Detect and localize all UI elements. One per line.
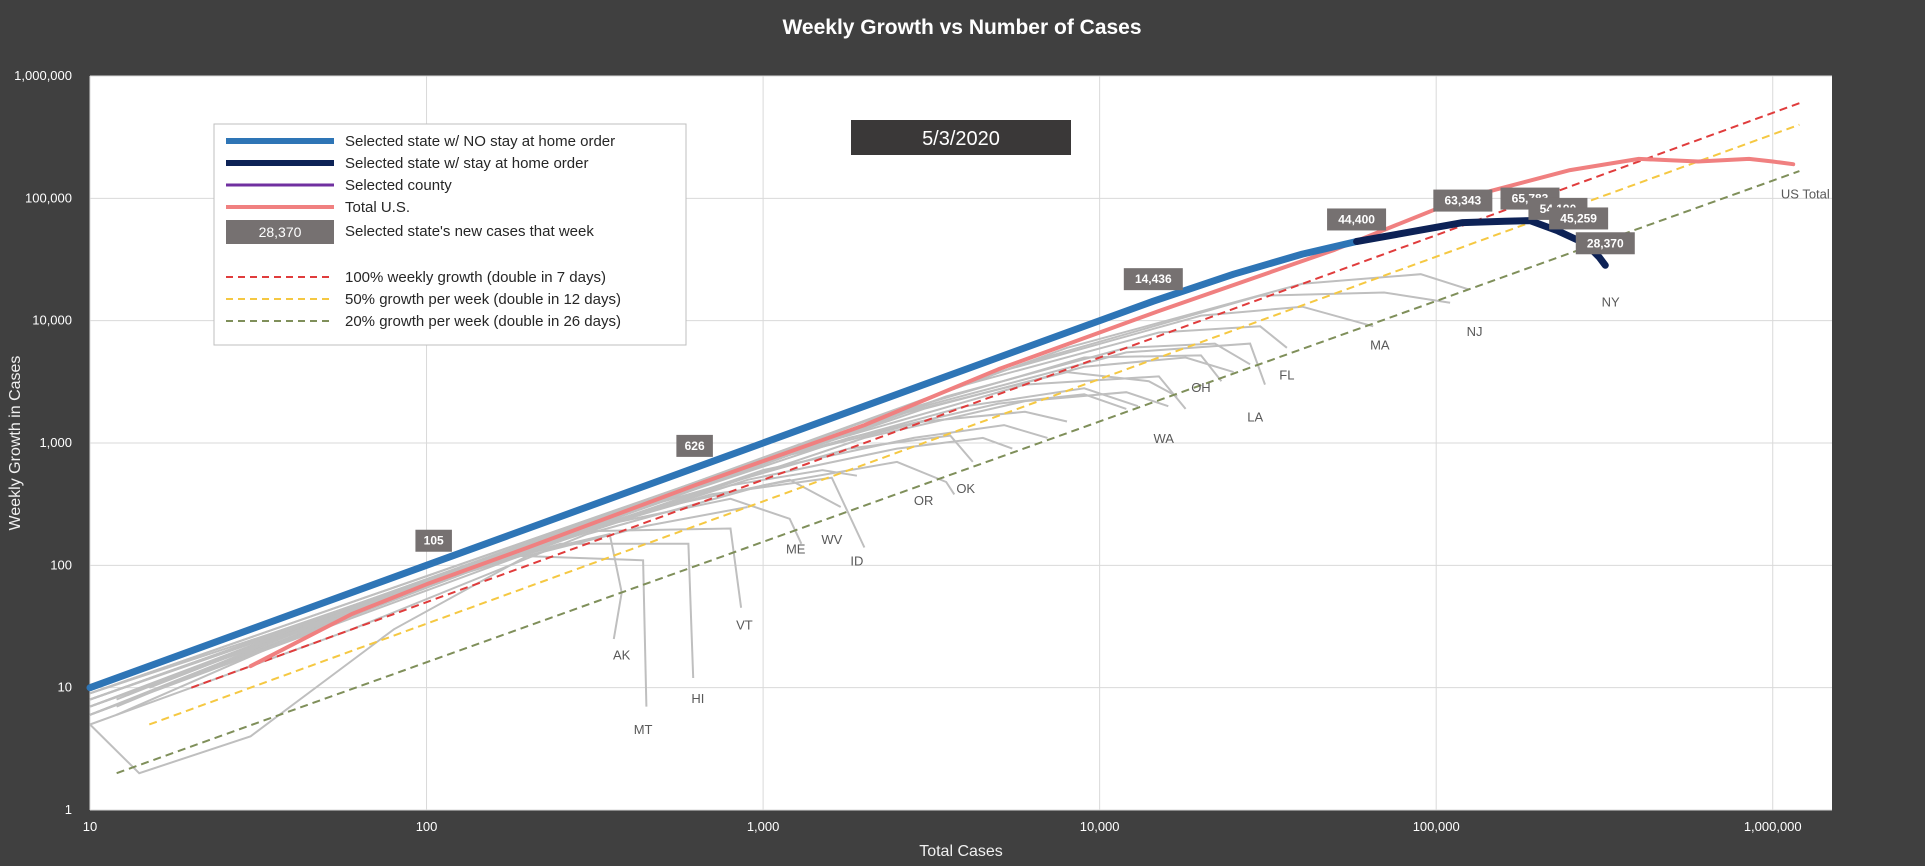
legend-label-ref-100: 100% weekly growth (double in 7 days): [345, 269, 606, 286]
legend-label-us-total: Total U.S.: [345, 199, 410, 216]
reference-line-ref_50: [148, 123, 1800, 726]
state-label: WV: [821, 532, 842, 547]
x-tick-label: 1,000: [747, 819, 780, 834]
legend-swatch-badge: [226, 220, 334, 244]
data-label-text: 44,400: [1338, 212, 1375, 226]
data-label: 14,436: [1123, 268, 1183, 291]
y-tick-label: 100: [50, 557, 72, 572]
data-label: 44,400: [1327, 208, 1387, 231]
x-tick-label: 100,000: [1413, 819, 1460, 834]
legend-badge-text: 28,370: [259, 224, 302, 240]
state-trajectory-line: [89, 436, 1013, 716]
y-tick-label: 1,000,000: [14, 68, 72, 83]
x-tick-label: 1,000,000: [1744, 819, 1802, 834]
state-label: LA: [1247, 409, 1263, 424]
data-label-text: 45,259: [1560, 211, 1597, 225]
x-tick-label: 10: [83, 819, 97, 834]
y-tick-label: 1: [65, 802, 72, 817]
state-label: ME: [786, 541, 806, 556]
legend-label-stay-home: Selected state w/ stay at home order: [345, 155, 588, 172]
state-trajectory-line: [89, 291, 1451, 701]
data-label-bg: [415, 529, 452, 552]
legend-label-county: Selected county: [345, 177, 452, 194]
data-label-bg: [1327, 208, 1387, 231]
data-label: 28,370: [1575, 232, 1635, 255]
data-label: 45,259: [1549, 207, 1609, 230]
date-label: 5/3/2020: [922, 128, 1000, 150]
legend-label-badge: Selected state's new cases that week: [345, 223, 594, 240]
x-axis-title: Total Cases: [919, 843, 1003, 860]
legend: Selected state w/ NO stay at home order …: [213, 123, 687, 346]
state-label: NY: [1602, 295, 1620, 310]
state-label: FL: [1279, 368, 1294, 383]
state-label: HI: [691, 691, 704, 706]
reference-line-ref_20: [116, 170, 1800, 775]
y-tick-label: 100,000: [25, 190, 72, 205]
data-label-text: 105: [424, 534, 444, 548]
data-label-bg: [1575, 232, 1635, 255]
data-label-bg: [1433, 189, 1493, 212]
legend-label-ref-50: 50% growth per week (double in 12 days): [345, 291, 621, 308]
state-labels: NY US Total NJ MA FL OH LA WA OK OR WV ME ID VT AK HI MT: [613, 186, 1830, 736]
data-label-text: 28,370: [1587, 236, 1624, 250]
state-label: MA: [1370, 338, 1390, 353]
data-label-bg: [1123, 268, 1183, 291]
state-label: OR: [914, 493, 934, 508]
date-box: 5/3/2020: [851, 120, 1071, 155]
state-label: AK: [613, 647, 631, 662]
series-line-us_total: [248, 156, 1796, 669]
y-axis-title: Weekly Growth in Cases: [7, 356, 24, 531]
state-label: OK: [956, 481, 975, 496]
y-tick-label: 10: [58, 680, 72, 695]
reference-lines: [116, 102, 1800, 775]
state-trajectory-line: [89, 273, 1470, 695]
series-line-no_order: [86, 238, 1361, 692]
data-label: 105: [415, 529, 452, 552]
data-label-bg: [1549, 207, 1609, 230]
data-label-text: 63,343: [1444, 194, 1481, 208]
state-trajectory-line: [89, 506, 748, 775]
state-label: WA: [1153, 431, 1174, 446]
data-labels: 10562614,43644,40063,34365,78354,19045,2…: [415, 187, 1635, 552]
state-label: US Total: [1781, 186, 1830, 201]
state-label: VT: [736, 617, 753, 632]
axis-ticks: 10 100 1,000 10,000 100,000 1,000,000 1 10 100 1,…: [14, 68, 1802, 834]
y-tick-label: 10,000: [32, 313, 72, 328]
data-label-bg: [676, 434, 713, 457]
data-label: 626: [676, 434, 713, 457]
chart-title: Weekly Growth vs Number of Cases: [782, 16, 1141, 39]
state-label: ID: [850, 553, 863, 568]
y-tick-label: 1,000: [39, 435, 72, 450]
legend-label-no-order: Selected state w/ NO stay at home order: [345, 133, 615, 150]
state-label: NJ: [1467, 324, 1483, 339]
data-label-text: 14,436: [1135, 272, 1172, 286]
state-label: MT: [634, 722, 653, 737]
state-label: OH: [1191, 380, 1211, 395]
date-box-bg: [851, 120, 1071, 155]
data-label-text: 626: [685, 439, 705, 453]
x-tick-label: 100: [416, 819, 438, 834]
data-label: 63,343: [1433, 189, 1493, 212]
legend-label-ref-20: 20% growth per week (double in 26 days): [345, 313, 621, 330]
x-tick-label: 10,000: [1080, 819, 1120, 834]
state-trajectory-line: [89, 391, 1169, 716]
